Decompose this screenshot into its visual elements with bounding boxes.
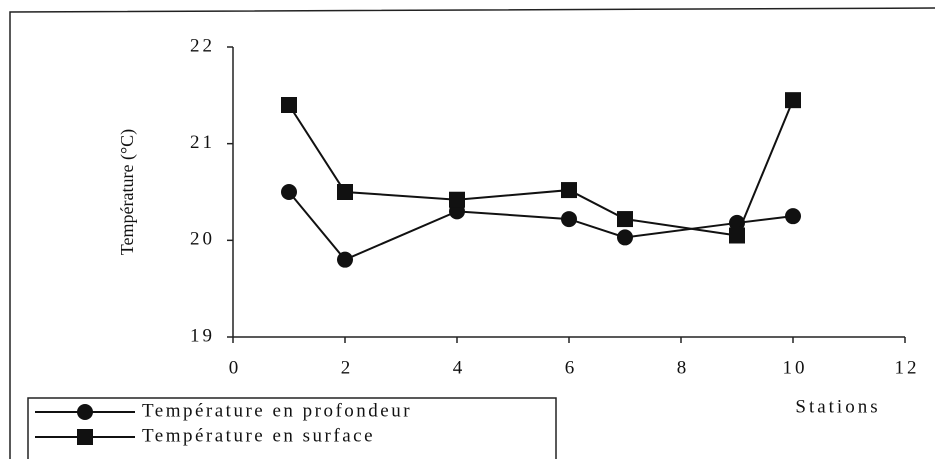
y-tick-label: 19 xyxy=(190,325,215,346)
square-marker xyxy=(281,97,297,113)
square-marker xyxy=(337,184,353,200)
x-tick-label: 6 xyxy=(565,357,578,378)
square-marker xyxy=(561,182,577,199)
x-tick-label: 0 xyxy=(229,357,242,378)
square-marker xyxy=(729,227,745,244)
legend-marker xyxy=(77,429,93,445)
circle-marker xyxy=(561,211,577,228)
legend-label: Température en surface xyxy=(142,425,375,446)
y-tick-label: 21 xyxy=(190,132,215,153)
x-tick-label: 4 xyxy=(453,357,466,378)
circle-marker xyxy=(281,184,297,200)
x-axis-label: Stations xyxy=(795,396,880,417)
series-line xyxy=(288,191,794,261)
square-marker xyxy=(449,191,465,208)
y-axis-label: Température (°C) xyxy=(117,129,138,255)
square-marker xyxy=(785,92,801,109)
legend-marker xyxy=(77,404,93,420)
circle-marker xyxy=(337,251,353,268)
x-tick-label: 12 xyxy=(895,357,920,378)
series-line xyxy=(288,99,794,237)
x-tick-label: 2 xyxy=(341,357,354,378)
y-tick-label: 22 xyxy=(190,35,215,56)
frame xyxy=(9,7,936,459)
x-tick-label: 8 xyxy=(677,357,690,378)
circle-marker xyxy=(617,229,633,246)
y-tick-label: 20 xyxy=(190,229,215,250)
square-marker xyxy=(617,211,633,228)
legend-box xyxy=(27,397,557,459)
circle-marker xyxy=(785,208,801,225)
x-tick-label: 10 xyxy=(783,357,808,378)
legend-label: Température en profondeur xyxy=(142,400,412,421)
